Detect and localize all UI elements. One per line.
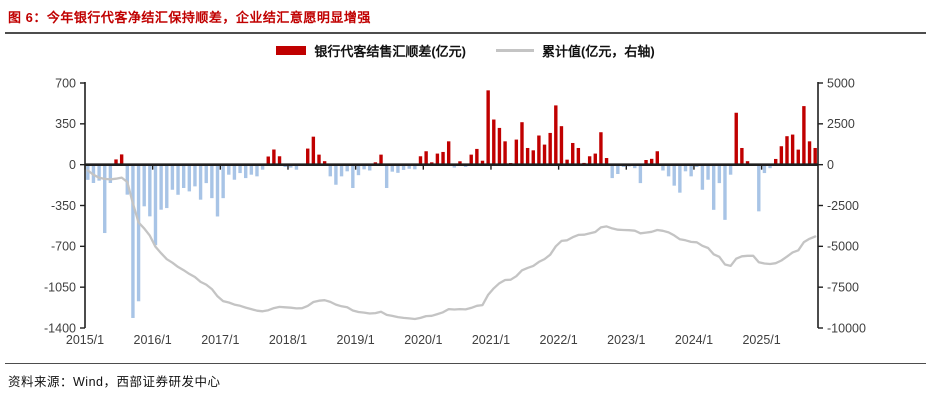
svg-text:5000: 5000 <box>827 76 855 90</box>
svg-text:2025/1: 2025/1 <box>742 333 780 347</box>
svg-text:-700: -700 <box>51 240 76 254</box>
legend-item-bars: 银行代客结售汇顺差(亿元) <box>276 41 466 60</box>
svg-text:-2500: -2500 <box>827 199 859 213</box>
svg-text:2021/1: 2021/1 <box>472 333 510 347</box>
svg-text:-5000: -5000 <box>827 240 859 254</box>
svg-text:2023/1: 2023/1 <box>607 333 645 347</box>
svg-text:2019/1: 2019/1 <box>337 333 375 347</box>
svg-text:-10000: -10000 <box>827 321 866 335</box>
svg-text:2024/1: 2024/1 <box>675 333 713 347</box>
svg-text:2022/1: 2022/1 <box>540 333 578 347</box>
title-divider <box>5 32 926 34</box>
bar-series-swatch <box>276 46 307 55</box>
legend-item-line: 累计值(亿元，右轴) <box>496 41 655 60</box>
svg-text:-1050: -1050 <box>44 280 76 294</box>
source-note: 资料来源：Wind，西部证券研发中心 <box>8 375 221 389</box>
legend-label-bars: 银行代客结售汇顺差(亿元) <box>314 44 466 59</box>
chart-legend: 银行代客结售汇顺差(亿元) 累计值(亿元，右轴) <box>0 41 931 60</box>
line-series-swatch <box>496 49 534 52</box>
svg-text:2015/1: 2015/1 <box>66 333 104 347</box>
legend-label-line: 累计值(亿元，右轴) <box>542 44 655 59</box>
svg-text:2018/1: 2018/1 <box>269 333 307 347</box>
figure-title: 图 6：今年银行代客净结汇保持顺差，企业结汇意愿明显增强 <box>8 10 371 25</box>
svg-text:2017/1: 2017/1 <box>201 333 239 347</box>
svg-text:350: 350 <box>55 117 76 131</box>
svg-text:0: 0 <box>69 158 76 172</box>
svg-text:-1400: -1400 <box>44 321 76 335</box>
svg-text:700: 700 <box>55 76 76 90</box>
svg-text:2500: 2500 <box>827 117 855 131</box>
footer-divider <box>5 363 926 364</box>
svg-text:2020/1: 2020/1 <box>404 333 442 347</box>
svg-text:0: 0 <box>827 158 834 172</box>
svg-text:-350: -350 <box>51 199 76 213</box>
svg-text:-7500: -7500 <box>827 280 859 294</box>
svg-text:2016/1: 2016/1 <box>134 333 172 347</box>
